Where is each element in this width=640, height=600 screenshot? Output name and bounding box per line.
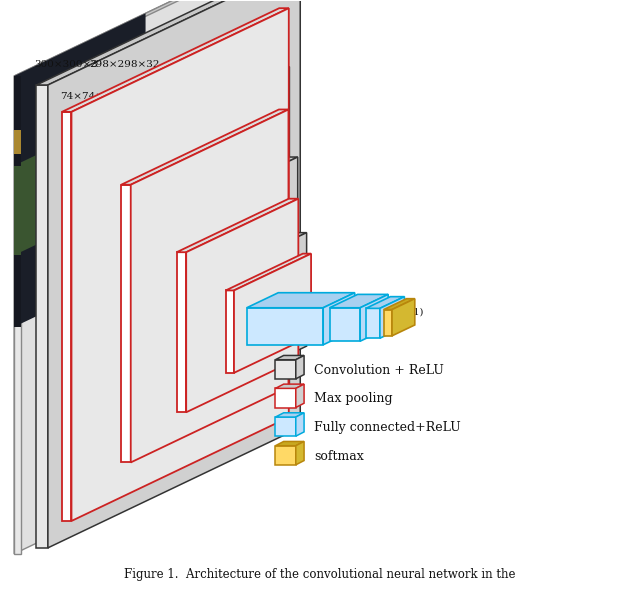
Text: 64: 64 (366, 297, 379, 306)
Text: 256: 256 (330, 296, 350, 305)
Text: 17×17×128: 17×17×128 (120, 155, 184, 164)
Polygon shape (96, 154, 107, 488)
Text: 15×15×256: 15×15×256 (170, 155, 234, 164)
Polygon shape (380, 296, 404, 338)
Polygon shape (204, 276, 216, 389)
Polygon shape (360, 295, 388, 341)
Polygon shape (72, 8, 289, 521)
Polygon shape (14, 166, 20, 255)
Polygon shape (164, 157, 298, 433)
Polygon shape (36, 85, 48, 548)
Polygon shape (275, 388, 296, 407)
Polygon shape (48, 0, 300, 548)
Polygon shape (275, 384, 304, 388)
Polygon shape (275, 446, 296, 465)
Polygon shape (14, 76, 20, 554)
Polygon shape (392, 299, 415, 336)
Polygon shape (177, 199, 298, 252)
Polygon shape (277, 0, 284, 428)
Text: Fully connected+ReLU: Fully connected+ReLU (314, 421, 461, 434)
Polygon shape (14, 130, 20, 154)
Text: Figure 1.  Architecture of the convolutional neural network in the: Figure 1. Architecture of the convolutio… (124, 568, 516, 581)
Polygon shape (226, 290, 234, 373)
Polygon shape (36, 0, 300, 85)
Text: 72×72×64: 72×72×64 (109, 92, 166, 101)
Text: 298×298×32: 298×298×32 (90, 60, 160, 69)
Polygon shape (246, 308, 323, 345)
Polygon shape (62, 8, 289, 112)
Polygon shape (107, 67, 289, 488)
Text: 34×34×128: 34×34×128 (135, 124, 199, 133)
Polygon shape (275, 417, 296, 436)
Polygon shape (14, 13, 145, 327)
Polygon shape (275, 413, 304, 417)
Polygon shape (204, 233, 307, 276)
Polygon shape (384, 299, 415, 310)
Text: 36×36×64: 36×36×64 (91, 124, 148, 133)
Polygon shape (14, 0, 284, 76)
Polygon shape (330, 295, 388, 308)
Text: softmax: softmax (314, 450, 364, 463)
Polygon shape (121, 109, 289, 185)
Polygon shape (323, 293, 355, 345)
Polygon shape (234, 254, 311, 373)
Polygon shape (14, 76, 20, 327)
Text: Max pooling: Max pooling (314, 392, 393, 406)
Polygon shape (366, 308, 380, 338)
Polygon shape (296, 384, 304, 407)
Polygon shape (296, 413, 304, 436)
Polygon shape (153, 157, 298, 221)
Polygon shape (330, 308, 360, 341)
Polygon shape (186, 199, 298, 412)
Text: Convolution + ReLU: Convolution + ReLU (314, 364, 444, 377)
Polygon shape (62, 112, 72, 521)
Polygon shape (296, 355, 304, 379)
Text: 300×300×3: 300×300×3 (35, 60, 99, 69)
Polygon shape (246, 293, 355, 308)
Polygon shape (275, 442, 304, 446)
Polygon shape (216, 233, 307, 389)
Text: 74×74×32: 74×74×32 (60, 92, 117, 101)
Polygon shape (131, 109, 289, 463)
Polygon shape (121, 185, 131, 463)
Polygon shape (226, 254, 311, 290)
Polygon shape (275, 355, 304, 360)
Polygon shape (14, 103, 145, 255)
Text: 12544: 12544 (261, 295, 294, 304)
Polygon shape (296, 442, 304, 465)
Polygon shape (153, 221, 164, 433)
Polygon shape (177, 252, 186, 412)
Polygon shape (366, 296, 404, 308)
Polygon shape (14, 0, 277, 554)
Text: 13+1: 13+1 (383, 298, 411, 307)
Text: (or 30+1): (or 30+1) (375, 308, 423, 317)
Polygon shape (384, 310, 392, 336)
Polygon shape (96, 67, 289, 154)
Text: 7×7×256: 7×7×256 (194, 187, 244, 196)
Polygon shape (275, 360, 296, 379)
